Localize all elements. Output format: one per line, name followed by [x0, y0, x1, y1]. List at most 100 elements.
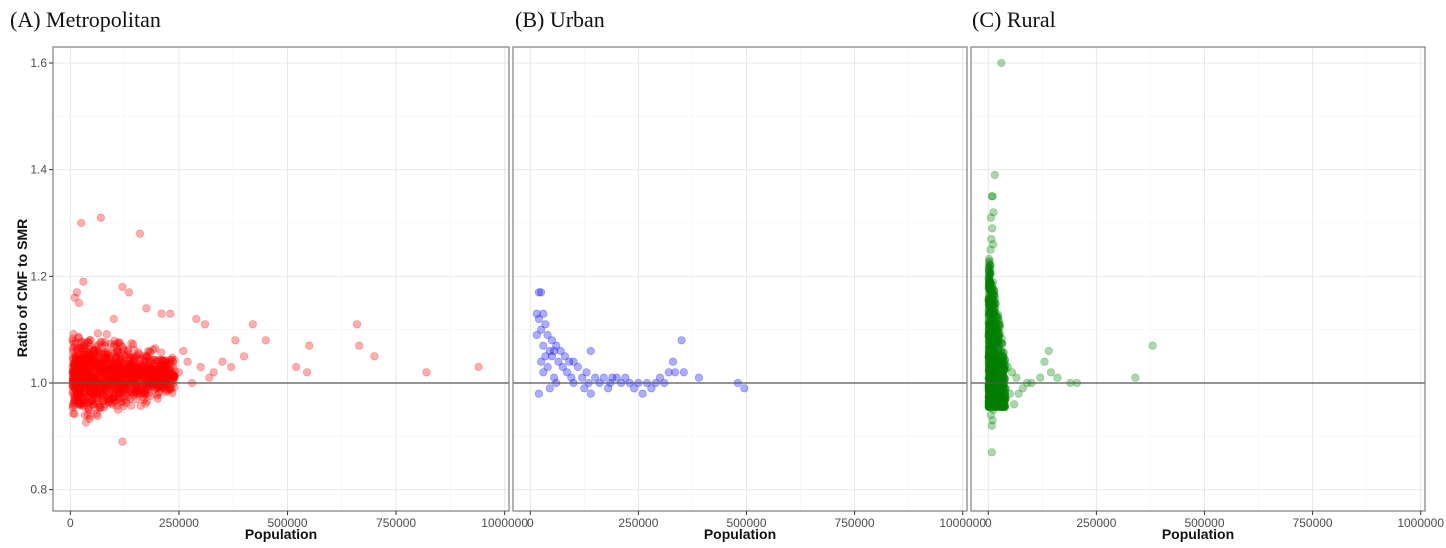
data-point	[986, 376, 996, 385]
data-point	[985, 381, 994, 391]
data-point	[121, 352, 130, 361]
data-point	[166, 365, 175, 375]
data-point	[97, 358, 106, 367]
plot-background	[53, 47, 509, 511]
data-point	[994, 317, 1004, 326]
data-point	[71, 395, 80, 404]
data-point	[991, 402, 1000, 411]
data-point	[142, 370, 151, 379]
data-point	[995, 347, 1004, 356]
data-point	[989, 360, 999, 369]
data-point	[995, 323, 1004, 332]
data-point	[102, 368, 111, 378]
data-point	[129, 391, 138, 400]
data-point	[73, 377, 82, 387]
data-point	[89, 390, 98, 400]
data-point	[987, 358, 996, 367]
data-point	[75, 389, 85, 398]
data-point	[984, 275, 993, 285]
data-point	[105, 368, 114, 377]
x-tick-label: 250000	[1076, 516, 1116, 530]
data-point	[248, 320, 257, 329]
data-point	[988, 386, 997, 395]
data-point	[83, 410, 92, 420]
data-point	[998, 397, 1007, 406]
data-point	[989, 395, 998, 405]
data-point	[90, 387, 99, 396]
data-point	[125, 370, 134, 379]
data-point	[79, 397, 88, 406]
data-point	[154, 357, 164, 366]
data-point	[117, 358, 126, 367]
data-point	[92, 405, 101, 414]
data-point	[132, 364, 141, 373]
data-point	[134, 348, 143, 357]
data-point	[148, 369, 157, 378]
data-point	[71, 367, 81, 377]
data-point	[73, 368, 83, 377]
data-point	[987, 324, 997, 333]
data-point	[988, 361, 997, 370]
data-point	[82, 359, 91, 368]
data-point	[126, 371, 135, 380]
data-point	[984, 265, 994, 275]
data-point	[125, 363, 135, 372]
data-point	[112, 352, 121, 362]
data-point	[984, 393, 994, 402]
data-point	[987, 347, 996, 356]
data-point	[985, 369, 994, 378]
data-point	[82, 371, 91, 381]
data-point	[155, 366, 164, 375]
data-point	[990, 384, 1000, 394]
data-point	[145, 388, 154, 397]
data-point	[161, 356, 170, 365]
data-point	[141, 353, 150, 362]
data-point	[82, 372, 91, 382]
data-point	[69, 401, 78, 410]
data-point	[986, 359, 995, 368]
data-point	[169, 371, 178, 380]
data-point	[985, 392, 994, 401]
data-point	[109, 369, 118, 378]
data-point	[128, 364, 137, 373]
data-point	[992, 401, 1001, 410]
data-point	[79, 367, 88, 377]
data-point	[986, 269, 995, 279]
data-point	[79, 366, 89, 375]
data-point	[86, 355, 96, 364]
data-point	[116, 352, 125, 361]
data-point	[987, 295, 996, 304]
data-point	[84, 338, 93, 347]
data-point	[984, 357, 993, 366]
data-point	[76, 354, 85, 364]
data-point	[986, 279, 995, 288]
data-point	[992, 398, 1001, 408]
data-point	[984, 343, 994, 352]
data-point	[128, 356, 138, 365]
data-point	[137, 372, 146, 381]
data-point	[997, 401, 1006, 410]
data-point	[999, 395, 1008, 404]
data-point	[991, 384, 1000, 393]
data-point	[987, 292, 997, 301]
data-point	[168, 371, 177, 380]
data-point	[85, 388, 94, 397]
data-point	[989, 372, 999, 381]
data-point	[78, 366, 87, 376]
data-point	[109, 369, 119, 378]
data-point	[992, 321, 1001, 330]
data-point	[989, 299, 999, 309]
data-point	[987, 353, 996, 362]
data-point	[993, 402, 1002, 411]
data-point	[97, 358, 106, 368]
data-point	[146, 366, 155, 375]
data-point	[68, 345, 77, 354]
data-point	[984, 395, 994, 404]
data-point	[586, 389, 595, 398]
data-point	[158, 358, 167, 367]
data-point	[163, 364, 172, 373]
data-point	[84, 404, 93, 413]
data-point	[157, 373, 166, 383]
data-point	[993, 396, 1002, 405]
data-point	[96, 357, 105, 366]
